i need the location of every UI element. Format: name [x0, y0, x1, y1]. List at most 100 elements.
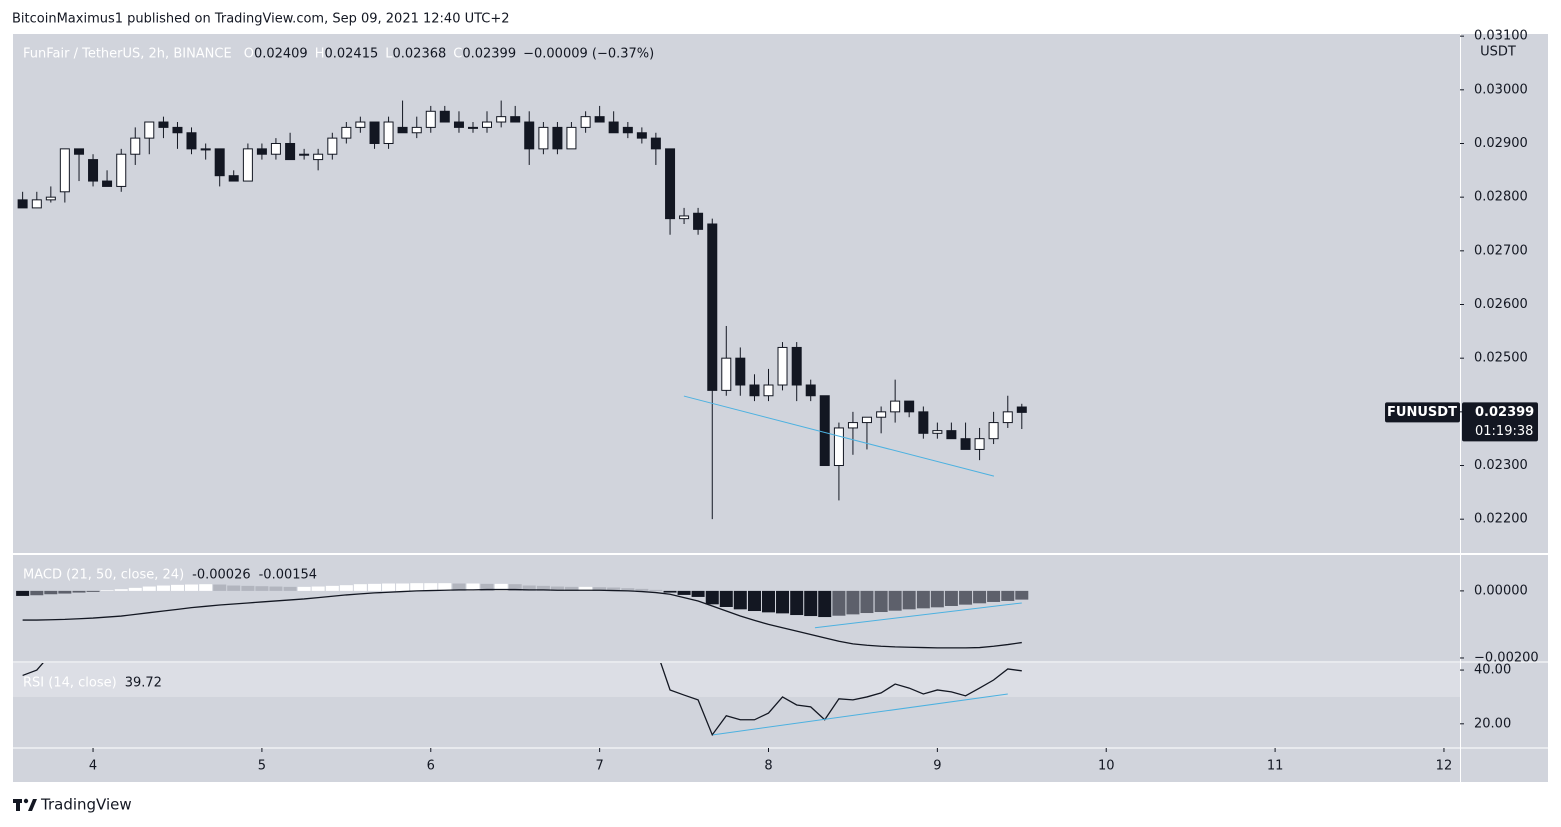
- macd-histogram-bar: [705, 590, 719, 605]
- candle-body: [270, 142, 281, 155]
- candle-body: [960, 438, 971, 450]
- macd-histogram-bar: [607, 587, 621, 591]
- macd-histogram-bar: [635, 588, 649, 591]
- candle-body: [496, 116, 507, 123]
- macd-histogram-bar: [733, 590, 747, 610]
- candle-body: [313, 153, 324, 161]
- candle-body: [580, 116, 591, 128]
- macd-line: [22, 588, 1022, 649]
- candle-body: [74, 148, 85, 155]
- macd-histogram-bar: [536, 585, 550, 591]
- macd-histogram-bar: [761, 590, 775, 613]
- y-tick-label: 0.00000: [1474, 583, 1528, 598]
- candle-body: [256, 148, 267, 155]
- candle-body: [707, 223, 718, 391]
- rsi-legend-value: 39.72: [125, 676, 162, 691]
- macd-histogram-bar: [747, 590, 761, 612]
- macd-histogram-bar: [30, 590, 44, 596]
- candle-body: [594, 116, 605, 123]
- candle-body: [158, 121, 169, 128]
- y-tick-label: 40.00: [1474, 663, 1511, 678]
- macd-histogram-bar: [368, 583, 382, 591]
- macd-histogram-bar: [283, 586, 297, 591]
- macd-histogram-bar: [72, 590, 86, 593]
- macd-histogram-bar: [438, 583, 452, 591]
- candle-body: [721, 357, 732, 391]
- candle-body: [186, 132, 197, 150]
- candle-body: [411, 126, 422, 134]
- candle-body: [988, 422, 999, 440]
- candle-body: [116, 153, 127, 187]
- candle-body: [228, 175, 239, 182]
- y-tick-label: 20.00: [1474, 716, 1511, 731]
- symbol-tag: [1385, 402, 1460, 423]
- x-tick-label: 7: [595, 759, 603, 774]
- macd-histogram-bar: [846, 590, 860, 615]
- candle-body: [735, 357, 746, 386]
- candle-body: [833, 427, 844, 467]
- candle-body: [467, 126, 478, 129]
- brand: TradingView: [40, 796, 132, 814]
- y-tick-label: 0.02700: [1474, 243, 1528, 258]
- candle-body: [791, 346, 802, 386]
- macd-histogram-bar: [100, 590, 114, 591]
- x-tick-label: 9: [933, 759, 941, 774]
- macd-histogram-bar: [86, 590, 100, 592]
- ohlc-label: C: [453, 47, 462, 62]
- candle-body: [552, 126, 563, 150]
- candle-body: [819, 395, 830, 467]
- price-tag-value: 0.02399: [1475, 405, 1534, 420]
- candle-body: [242, 148, 253, 182]
- macd-histogram-bar: [508, 584, 522, 591]
- macd-histogram-bar: [213, 584, 227, 591]
- price-tag-countdown: 01:19:38: [1475, 424, 1533, 439]
- ohlc-label: L: [385, 47, 393, 62]
- macd-histogram-bar: [776, 590, 790, 614]
- macd-histogram-bar: [1001, 590, 1015, 601]
- candle-body: [932, 430, 943, 434]
- macd-histogram-bar: [227, 585, 241, 591]
- macd-histogram-bar: [382, 583, 396, 591]
- candle-body: [622, 126, 633, 134]
- candle-body: [31, 199, 42, 209]
- macd-histogram-bar: [804, 590, 818, 617]
- macd-histogram-bar: [564, 586, 578, 591]
- macd-histogram-bar: [128, 587, 142, 591]
- macd-histogram-bar: [832, 590, 846, 616]
- tradingview-logo: [13, 798, 37, 811]
- macd-histogram-bar: [1015, 590, 1029, 600]
- macd-histogram-bar: [663, 590, 677, 593]
- y-tick-label: −0.00200: [1474, 650, 1539, 665]
- candle-body: [538, 126, 549, 150]
- ohlc-label: O: [244, 47, 254, 62]
- y-tick-label: 0.02900: [1474, 136, 1528, 151]
- candle-body: [876, 411, 887, 418]
- candle-body: [524, 121, 535, 150]
- macd-histogram-bar: [944, 590, 958, 606]
- macd-histogram-bar: [593, 587, 607, 591]
- macd-histogram-bar: [241, 585, 255, 591]
- macd-histogram-bar: [494, 583, 508, 591]
- chart-layer: 4 5 6 7 8 9 10 11 12 0.03100 0.03000 0.02900 0.02800…: [13, 29, 1539, 774]
- macd-histogram-bar: [874, 590, 888, 613]
- rsi-title: RSI (14, close): [23, 676, 117, 691]
- macd-histogram-bar: [677, 590, 691, 595]
- chart-background: [13, 34, 1548, 782]
- macd-histogram-bar: [466, 583, 480, 591]
- candle-body: [608, 121, 619, 134]
- candle-body: [946, 430, 957, 440]
- macd-histogram-bar: [959, 590, 973, 605]
- macd-histogram-bar: [353, 584, 367, 591]
- x-tick-label: 11: [1267, 759, 1284, 774]
- trendline: [814, 602, 1022, 629]
- macd-histogram-bar: [579, 586, 593, 591]
- macd-histogram-bar: [184, 584, 198, 591]
- macd-histogram-bar: [269, 586, 283, 591]
- candle-body: [369, 121, 380, 144]
- x-tick-label: 4: [89, 759, 97, 774]
- candle-body: [650, 137, 661, 150]
- candles: [17, 100, 1027, 520]
- x-tick-label: 12: [1436, 759, 1453, 774]
- macd-histogram-bar: [930, 590, 944, 608]
- candle-body: [861, 416, 872, 424]
